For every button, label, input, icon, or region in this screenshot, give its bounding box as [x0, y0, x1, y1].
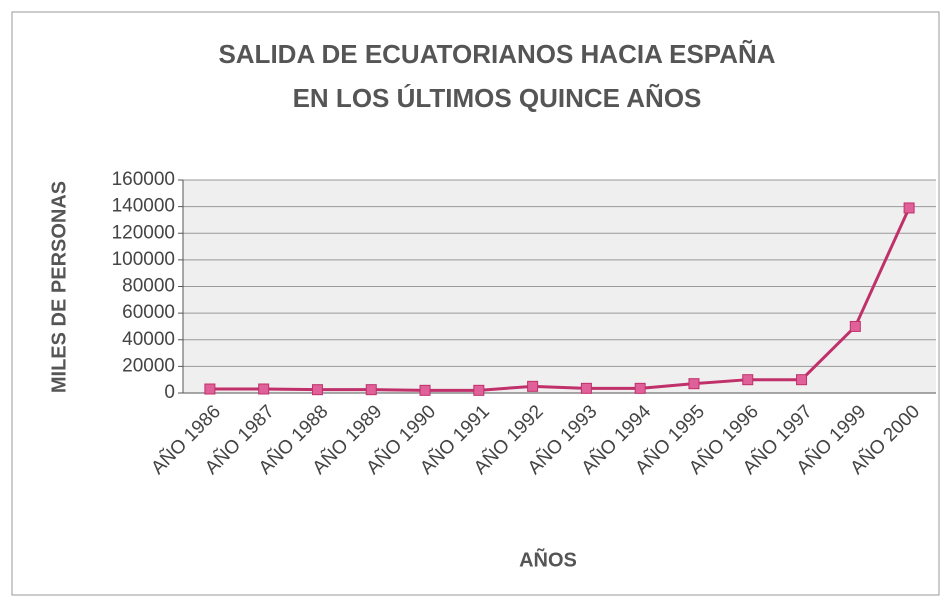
- marker: [527, 380, 539, 392]
- x-axis-label: AÑOS: [519, 548, 577, 571]
- y-tick-label: 0: [164, 382, 175, 403]
- chart-title: EN LOS ÚLTIMOS QUINCE AÑOS: [293, 83, 702, 113]
- marker: [365, 384, 377, 396]
- marker: [688, 378, 700, 390]
- y-tick-label: 80000: [122, 276, 175, 297]
- marker: [580, 382, 592, 394]
- marker: [311, 384, 323, 396]
- marker: [204, 383, 216, 395]
- y-tick-label: 20000: [122, 355, 175, 376]
- chart-title: SALIDA DE ECUATORIANOS HACIA ESPAÑA: [218, 39, 775, 69]
- y-axis-label: MILES DE PERSONAS: [48, 181, 70, 393]
- marker: [258, 383, 270, 395]
- marker: [634, 382, 646, 394]
- y-tick-label: 40000: [122, 329, 175, 350]
- y-tick-label: 100000: [112, 249, 175, 270]
- marker: [903, 202, 915, 214]
- line: [209, 207, 911, 392]
- marker: [796, 374, 808, 386]
- y-tick-label: 140000: [112, 196, 175, 217]
- marker: [742, 374, 754, 386]
- y-tick-label: 160000: [112, 169, 175, 190]
- y-tick-label: 60000: [122, 302, 175, 323]
- marker: [849, 320, 861, 332]
- marker: [473, 384, 485, 396]
- marker: [419, 384, 431, 396]
- y-tick-label: 120000: [112, 222, 175, 243]
